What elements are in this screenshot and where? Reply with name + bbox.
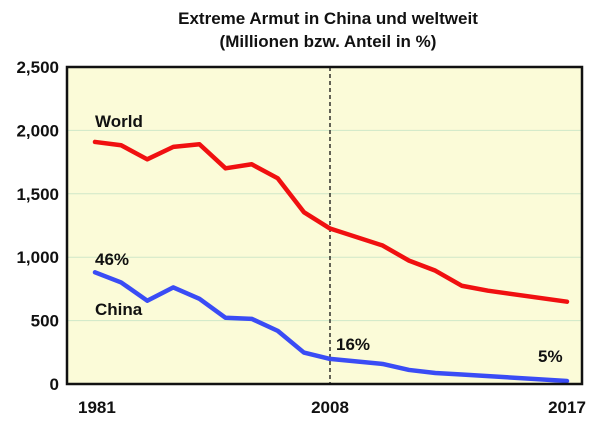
annotation-5-percent: 5% [538,347,563,366]
x-tick-label: 1981 [78,398,116,417]
series-label-world: World [95,112,143,131]
y-tick-label: 500 [31,312,59,331]
chart-title-line-1: Extreme Armut in China und weltweit [178,9,478,28]
y-tick-label: 1,500 [16,185,59,204]
x-tick-label: 2017 [548,398,586,417]
chart-title-line-2: (Millionen bzw. Anteil in %) [220,32,437,51]
series-line-world [92,139,570,304]
annotation-16-percent: 16% [336,335,370,354]
y-tick-label: 1,000 [16,248,59,267]
annotation-46-percent: 46% [95,250,129,269]
y-tick-label: 0 [50,375,59,394]
series-label-china: China [95,300,143,319]
y-tick-label: 2,500 [16,58,59,77]
y-tick-label: 2,000 [16,121,59,140]
plot-frame [65,65,584,386]
x-tick-label: 2008 [311,398,349,417]
